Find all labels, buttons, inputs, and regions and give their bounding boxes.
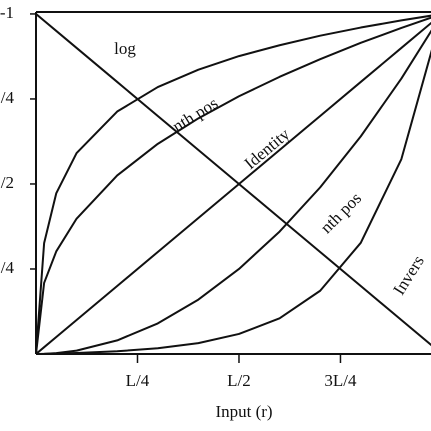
y-tick-label: /2 bbox=[1, 173, 14, 192]
x-tick-label: L/2 bbox=[227, 371, 251, 390]
curve bbox=[35, 29, 431, 355]
x-axis-label: Input (r) bbox=[215, 402, 272, 421]
curve bbox=[35, 16, 431, 355]
y-tick-label: -1 bbox=[0, 3, 14, 22]
curve-label: nth pos bbox=[169, 93, 221, 135]
x-tick-label: L/4 bbox=[126, 371, 150, 390]
curve bbox=[35, 14, 431, 355]
curve bbox=[35, 21, 431, 355]
curve bbox=[35, 49, 431, 355]
curve-label: Invers bbox=[389, 252, 428, 298]
x-tick-label: 3L/4 bbox=[324, 371, 357, 390]
curve-label: nth pos bbox=[317, 189, 366, 238]
curve-label: log bbox=[114, 39, 136, 58]
curve bbox=[35, 13, 431, 347]
curve-label: Identity bbox=[241, 124, 294, 173]
y-tick-label: /4 bbox=[1, 258, 15, 277]
y-tick-label: /4 bbox=[1, 88, 15, 107]
